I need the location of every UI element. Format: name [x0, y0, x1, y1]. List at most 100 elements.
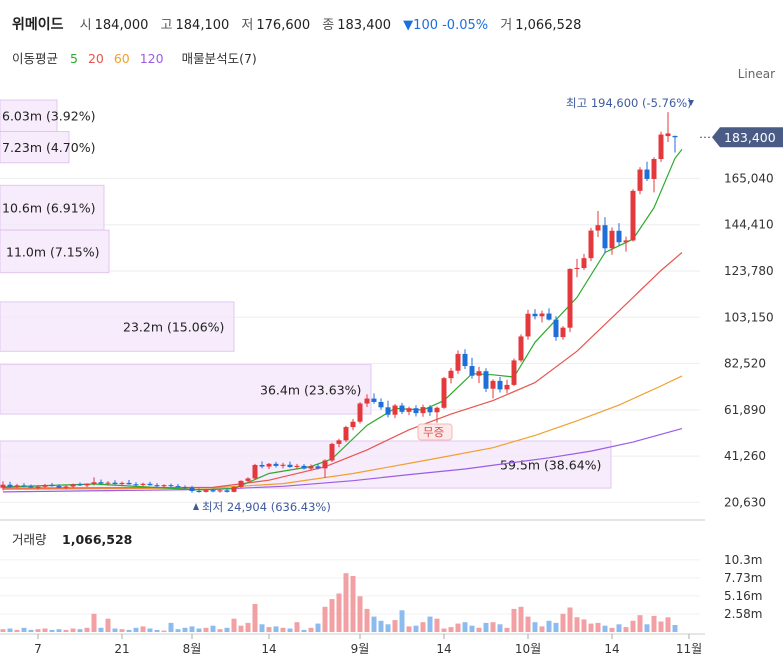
candle-down — [147, 483, 153, 486]
volume-bar — [217, 629, 223, 632]
scale-mode-label[interactable]: Linear — [737, 67, 775, 81]
volume-label: 거 — [500, 18, 513, 33]
volume-bar — [154, 629, 160, 632]
volume-bar — [224, 627, 230, 632]
volume-bar — [413, 625, 419, 632]
price-tick-label: 61,890 — [724, 403, 766, 417]
volume-bar — [630, 620, 636, 632]
ma20-label[interactable]: 20 — [87, 51, 104, 66]
candle-up — [140, 483, 146, 485]
low-value: 176,600 — [256, 18, 311, 33]
volume-bar — [147, 628, 153, 632]
price-tick-label: 41,260 — [724, 449, 766, 463]
ma20-line — [2, 252, 683, 489]
volume-bar — [252, 604, 258, 632]
volume-bar — [280, 627, 286, 632]
volume-bar — [581, 619, 587, 632]
volume-bar — [406, 626, 412, 632]
volume-bar — [49, 629, 55, 632]
price-header: 위메이드 시 184,000 고 184,100 저 176,600 종 183,400… — [12, 14, 589, 34]
volume-bar — [553, 622, 559, 632]
volume-bar — [7, 628, 13, 632]
ma120-label[interactable]: 120 — [139, 51, 164, 66]
time-tick-label: 14 — [261, 642, 276, 656]
candle-up — [308, 466, 314, 469]
last-price-tag — [712, 127, 783, 148]
volume-profile-label: 11.0m (7.15%) — [6, 244, 99, 259]
volume-bar — [525, 616, 531, 632]
volume-bar — [273, 626, 279, 632]
volume-bar — [392, 620, 398, 632]
candle-up — [357, 403, 363, 422]
volume-bar — [651, 615, 657, 632]
volume-bar — [210, 625, 216, 632]
ma5-line — [2, 149, 683, 491]
candle-down — [371, 398, 377, 402]
candle-up — [238, 480, 244, 487]
time-tick-label: 10월 — [515, 642, 541, 656]
candle-down — [287, 464, 293, 467]
candle-down — [399, 405, 405, 412]
volume-bar — [602, 625, 608, 632]
candle-up — [623, 240, 629, 243]
price-tick-label: 82,520 — [724, 357, 766, 371]
volume-profile-bar — [0, 301, 235, 352]
candle-up — [35, 486, 41, 488]
volume-bar — [329, 599, 335, 632]
candle-down — [315, 466, 321, 469]
candle-up — [420, 407, 426, 414]
volume-bar — [483, 622, 489, 632]
price-tick-label: 144,410 — [724, 218, 774, 232]
volume-bar — [455, 623, 461, 632]
candle-up — [294, 465, 300, 467]
volume-bar — [497, 624, 503, 632]
high-marker: 최고 194,600 (-5.76%) — [566, 96, 692, 110]
candle-down — [168, 485, 174, 487]
candle-down — [273, 463, 279, 466]
ma60-label[interactable]: 60 — [113, 51, 130, 66]
volume-bars — [0, 573, 678, 632]
volume-bar — [588, 623, 594, 632]
candle-down — [532, 313, 538, 317]
volume-profile-label: 36.4m (23.63%) — [260, 382, 361, 397]
ma5-label[interactable]: 5 — [70, 51, 78, 66]
volume-tick-label: 7.73m — [724, 571, 762, 585]
volume-bar — [371, 616, 377, 632]
volume-profile-label[interactable]: 매물분석도(7) — [181, 51, 257, 66]
candle-up — [161, 485, 167, 487]
candle-up — [476, 371, 482, 376]
candle-up — [329, 443, 335, 461]
candle-up — [336, 440, 342, 444]
volume-bar — [189, 626, 195, 632]
candle-down — [133, 484, 139, 486]
candle-down — [224, 490, 230, 492]
high-marker-arrow — [688, 100, 694, 106]
low-marker: 최저 24,904 (636.43%) — [202, 500, 331, 514]
chart-markers: 183,400 최고 194,600 (-5.76%) 최저 24,904 (636… — [193, 96, 783, 514]
volume-profile-label: 6.03m (3.92%) — [2, 109, 95, 124]
candle-down — [546, 313, 552, 320]
volume-bar — [56, 629, 62, 632]
volume-bar — [511, 608, 517, 632]
volume-bar — [105, 618, 111, 632]
volume-profile-label: 59.5m (38.64%) — [500, 458, 601, 473]
volume-bar — [0, 629, 6, 632]
volume-profile-label: 7.23m (4.70%) — [2, 140, 95, 155]
candle-down — [602, 225, 608, 249]
price-axis: 165,040 144,410 123,780 103,150 82,520 61,890… — [724, 171, 774, 509]
volume-bar — [420, 622, 426, 632]
candle-down — [77, 484, 83, 486]
volume-bar — [609, 627, 615, 632]
candle-down — [189, 487, 195, 491]
candle-up — [630, 190, 636, 241]
volume-bar — [532, 622, 538, 632]
candle-down — [413, 408, 419, 414]
ma-legend[interactable]: 이동평균 5 20 60 120 매물분석도(7) — [12, 48, 265, 67]
volume-bar — [448, 627, 454, 632]
last-price-text: 183,400 — [724, 130, 776, 145]
candle-up — [651, 158, 657, 179]
volume-bar — [399, 610, 405, 632]
volume-bar — [616, 624, 622, 632]
candle-up — [14, 485, 20, 487]
volume-bar — [539, 626, 545, 632]
